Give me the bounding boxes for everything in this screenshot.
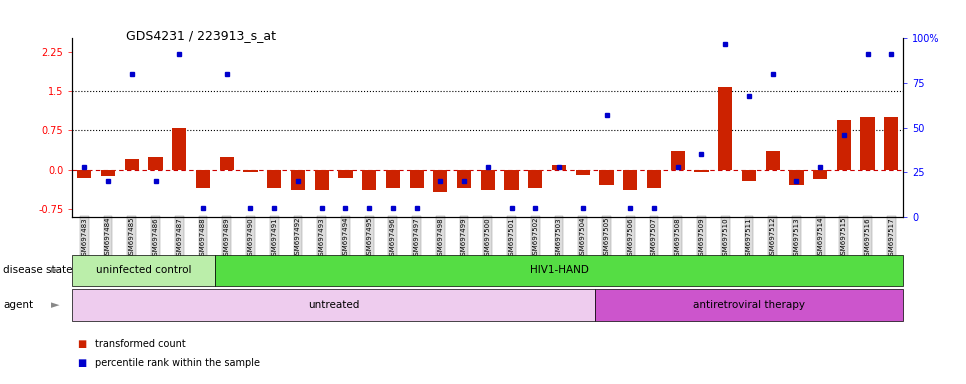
Bar	[315, 170, 328, 190]
Bar	[172, 127, 186, 170]
Bar	[100, 170, 115, 176]
Bar	[765, 151, 780, 170]
Text: ■: ■	[77, 358, 87, 368]
Bar	[599, 170, 613, 185]
Bar	[196, 170, 211, 188]
Bar	[362, 170, 377, 190]
Text: percentile rank within the sample: percentile rank within the sample	[95, 358, 260, 368]
Text: transformed count: transformed count	[95, 339, 185, 349]
Bar	[670, 151, 685, 170]
Text: ■: ■	[77, 339, 87, 349]
Bar	[385, 170, 400, 188]
Bar	[695, 170, 709, 172]
Bar	[552, 166, 566, 170]
Text: ►: ►	[51, 300, 59, 310]
Text: GDS4231 / 223913_s_at: GDS4231 / 223913_s_at	[126, 29, 275, 42]
Text: uninfected control: uninfected control	[96, 265, 191, 275]
Bar	[125, 159, 139, 170]
Bar	[149, 157, 162, 170]
Bar	[457, 170, 471, 188]
Text: ►: ►	[51, 265, 59, 275]
Bar	[861, 117, 875, 170]
Bar	[576, 170, 590, 175]
Text: HIV1-HAND: HIV1-HAND	[529, 265, 588, 275]
Bar	[219, 157, 234, 170]
Bar	[837, 120, 851, 170]
Bar	[884, 117, 898, 170]
Text: untreated: untreated	[308, 300, 359, 310]
Bar	[623, 170, 638, 190]
Bar	[433, 170, 447, 192]
Bar	[410, 170, 424, 188]
Text: antiretroviral therapy: antiretroviral therapy	[693, 300, 805, 310]
Bar	[528, 170, 543, 188]
Bar	[504, 170, 519, 190]
Bar	[789, 170, 804, 185]
Bar	[291, 170, 305, 190]
Bar	[267, 170, 281, 188]
Bar	[243, 170, 258, 172]
Bar	[742, 170, 756, 181]
Bar	[718, 87, 732, 170]
Bar	[481, 170, 495, 190]
Bar	[338, 170, 353, 177]
Text: agent: agent	[3, 300, 33, 310]
Bar	[813, 170, 827, 179]
Bar	[647, 170, 661, 188]
Text: disease state: disease state	[3, 265, 72, 275]
Bar	[77, 170, 92, 177]
